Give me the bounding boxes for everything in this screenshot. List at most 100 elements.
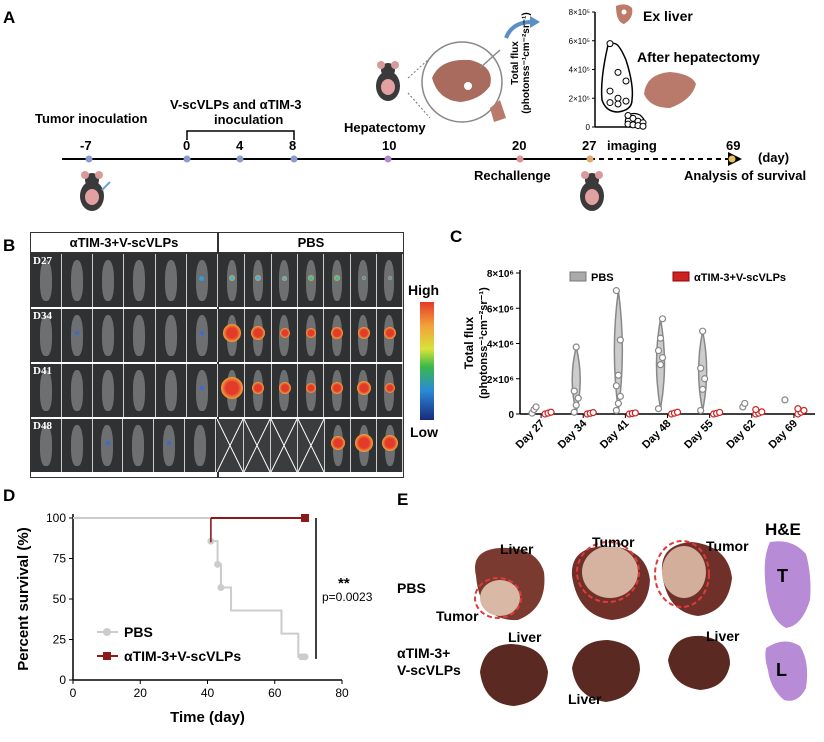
d-legend-treat-marker: [103, 652, 111, 660]
ivis-mouse-image: D27: [31, 254, 63, 307]
c-pbs-point: [701, 375, 709, 383]
treat-row-label-1: αTIM-3+: [397, 645, 451, 661]
ivis-row: D48: [31, 418, 404, 473]
c-pbs-point: [697, 406, 705, 415]
inset-point-ex-liver: [606, 99, 614, 107]
c-pbs-point: [612, 406, 620, 415]
group-divider: [217, 254, 220, 307]
ivis-mouse-image: [376, 364, 404, 417]
c-pbs-point: [654, 405, 663, 413]
c-y-tick-label: 8×10⁶: [487, 269, 514, 280]
ivis-mouse-image: D34: [31, 309, 63, 362]
mouse-icon-1: [80, 171, 111, 211]
group-divider: [217, 309, 220, 362]
d-y-tick-label: 25: [53, 633, 67, 647]
inset-point-ex-liver: [614, 68, 622, 76]
c-pbs-point: [614, 371, 622, 379]
c-y-label-1: Total flux: [462, 316, 476, 369]
c-y-tick-label: 0: [508, 410, 514, 421]
ivis-mouse-image: [93, 364, 125, 417]
ivis-mouse-image: [61, 419, 93, 472]
c-treat-point: [547, 408, 555, 416]
legend-pbs-swatch: [569, 271, 587, 282]
ivis-empty-cross: [297, 418, 326, 473]
analysis-label: Analysis of survival: [684, 168, 807, 183]
group1-header: αTIM-3+V-scVLPs: [69, 235, 179, 250]
inset-ylabel: Total flux (photonss⁻¹cm⁻²sr⁻¹): [510, 8, 532, 118]
liver-label-4: Liver: [706, 628, 740, 644]
inset-ylabel-line2: (photonss⁻¹cm⁻²sr⁻¹): [521, 12, 532, 114]
ex-liver-label: Ex liver: [643, 8, 693, 24]
ivis-mouse-image: [93, 254, 125, 307]
c-pbs-violin: [613, 290, 624, 411]
signal-spot: [251, 326, 266, 340]
ivis-mouse-image: [155, 309, 187, 362]
tick-27: 27: [582, 138, 597, 153]
ivis-mouse-image: [350, 364, 377, 417]
ivis-mouse-image: [186, 364, 218, 417]
tick-20: 20: [512, 138, 527, 153]
header-line: [31, 252, 403, 254]
day-unit-label: (day): [758, 150, 790, 165]
signal-spot: [382, 435, 399, 451]
ivis-mouse-image: [324, 254, 351, 307]
c-pbs-point: [612, 382, 620, 390]
tick-0: 0: [183, 138, 191, 153]
c-pbs-point: [570, 387, 578, 395]
ivis-mouse-image: [154, 419, 185, 472]
ivis-row: D34: [31, 309, 404, 362]
panel-a-timeline: [62, 130, 742, 166]
d-treat-point: [301, 514, 310, 522]
c-pbs-point: [741, 399, 749, 408]
signal-spot: [252, 382, 265, 394]
d-x-tick-label: 80: [335, 686, 349, 700]
inset-point-after-hep: [624, 112, 632, 119]
signal-spot: [199, 386, 204, 390]
c-x-tick-label: Day 41: [598, 418, 632, 452]
tick-69: 69: [726, 138, 741, 153]
c-pbs-point: [612, 287, 620, 295]
scale-low-label: Low: [410, 424, 438, 440]
ivis-mouse-image: [155, 254, 187, 307]
hepatectomy-label: Hepatectomy: [344, 120, 426, 135]
d-y-tick-label: 0: [59, 673, 66, 687]
d-pbs-point: [301, 653, 309, 661]
d-x-label: Time (day): [170, 709, 245, 726]
d-sig-stars: **: [338, 575, 350, 592]
ivis-mouse-image: [351, 419, 378, 472]
ivis-mouse-image: [184, 419, 216, 472]
inset-point-after-hep: [639, 122, 647, 130]
signal-spot: [279, 328, 290, 338]
day-label: D34: [33, 310, 52, 322]
signal-spot: [199, 275, 205, 281]
signal-spot: [306, 383, 316, 393]
day-label: D27: [33, 255, 52, 267]
timeline-dot: [85, 155, 93, 163]
signal-spot: [229, 275, 236, 281]
signal-spot: [308, 275, 314, 281]
d-x-tick-label: 20: [134, 686, 148, 700]
mouse-icon-3: [580, 171, 604, 211]
c-y-label-2: (photonss⁻¹cm⁻²sr⁻¹): [478, 287, 490, 399]
ivis-mouse-image: [376, 309, 404, 362]
timeline-dot: [586, 155, 594, 163]
ivis-mouse-image: [298, 309, 325, 362]
signal-spot: [383, 327, 396, 339]
ivis-mouse-image: [62, 364, 94, 417]
ivis-mouse-image: [62, 254, 94, 307]
inset-flux-chart: 0 2×10⁵ 4×10⁵ 6×10⁵ 8×10⁵: [569, 8, 647, 132]
liver-label-1: Liver: [500, 541, 534, 557]
c-x-tick-label: Day 34: [556, 417, 590, 451]
signal-spot: [334, 275, 341, 281]
c-pbs-point: [699, 327, 707, 335]
ivis-mouse-image: [376, 254, 404, 307]
signal-spot: [75, 331, 80, 335]
c-pbs-point: [574, 394, 582, 402]
ivis-mouse-image: [245, 309, 272, 362]
ivis-mouse-image: [219, 364, 246, 417]
signal-spot: [387, 276, 392, 280]
ivis-mouse-image: [92, 419, 124, 472]
c-pbs-point: [532, 403, 540, 411]
timeline-dot: [183, 155, 191, 163]
liver-photos: [474, 540, 811, 706]
